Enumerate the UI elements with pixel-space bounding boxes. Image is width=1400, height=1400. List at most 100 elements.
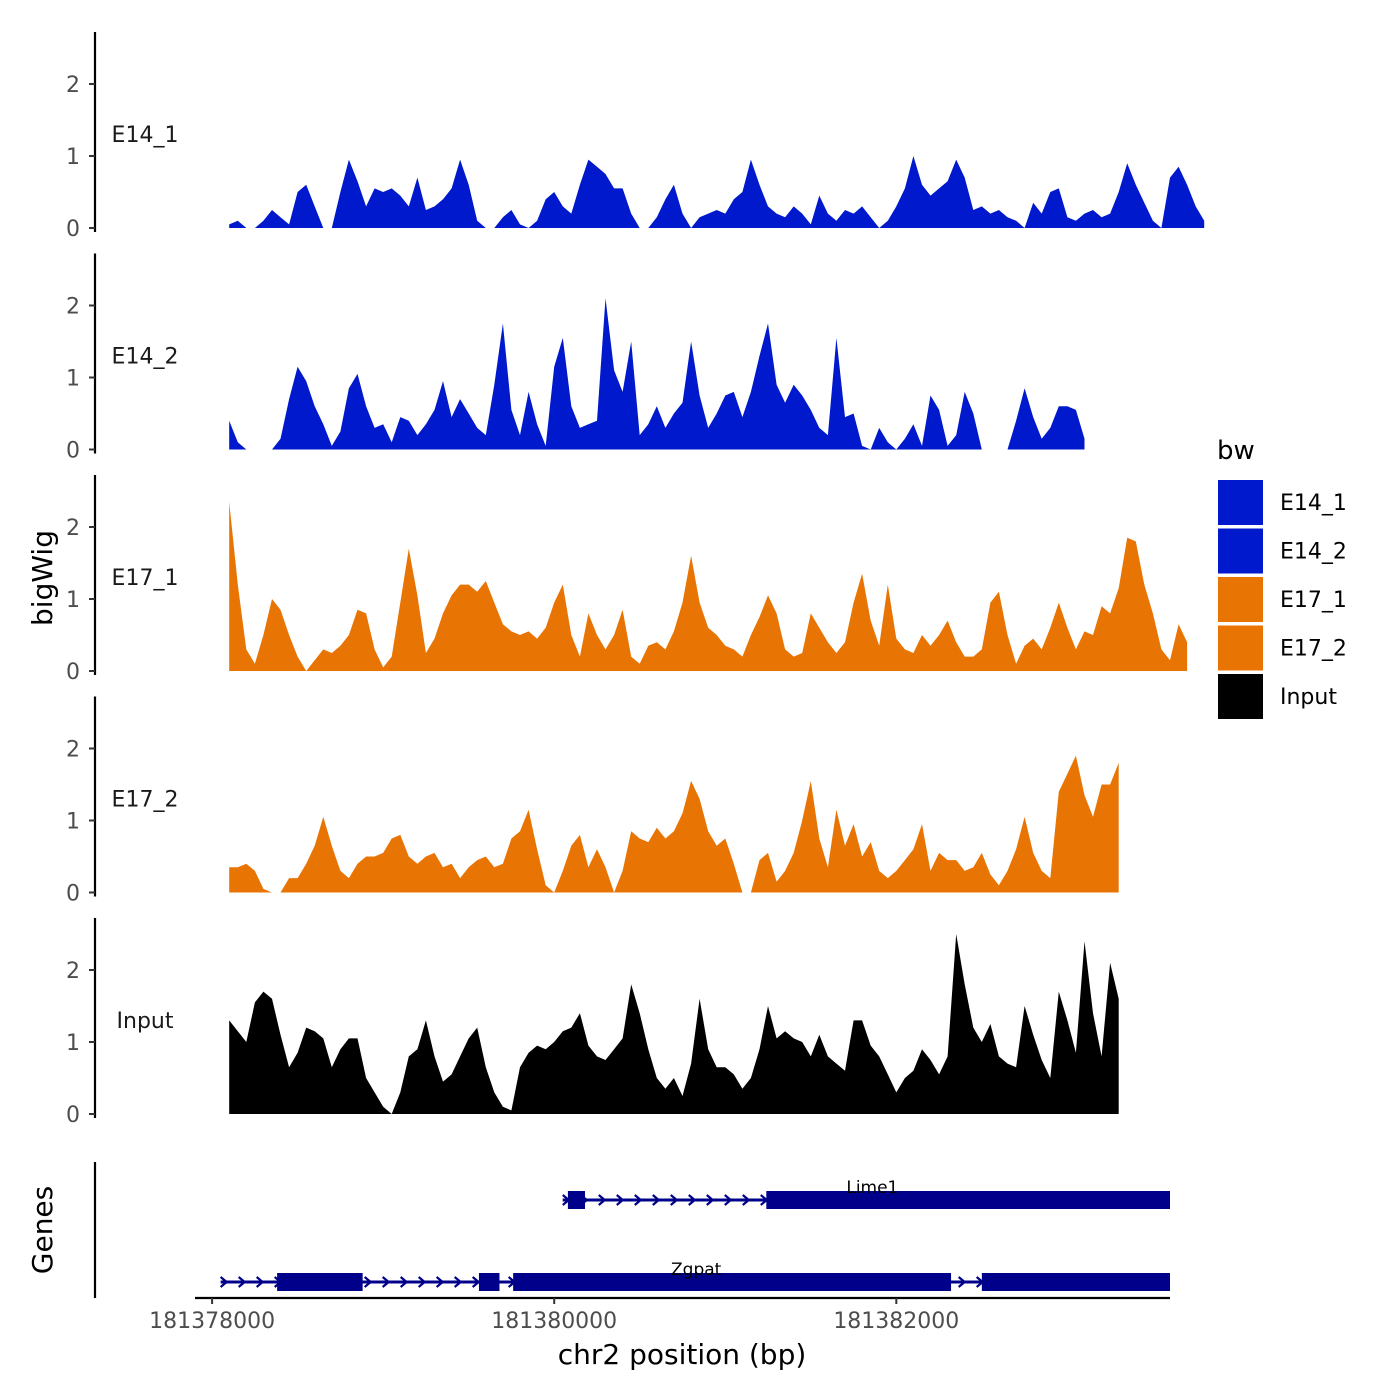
y-tick-label: 1 bbox=[66, 1031, 80, 1056]
strand-arrow bbox=[724, 1194, 733, 1206]
strand-arrow bbox=[670, 1194, 679, 1206]
gene-exon bbox=[513, 1273, 952, 1291]
signal-area bbox=[554, 834, 615, 893]
legend-item-e17-1: E17_1 bbox=[1218, 577, 1347, 622]
signal-area bbox=[1024, 163, 1162, 228]
y-tick-label: 0 bbox=[66, 217, 80, 242]
x-tick-label: 181378000 bbox=[149, 1309, 275, 1334]
y-tick-label: 2 bbox=[66, 73, 80, 98]
track-label: E17_1 bbox=[112, 566, 179, 591]
legend-label: E14_1 bbox=[1280, 491, 1347, 516]
strand-arrow bbox=[652, 1194, 661, 1206]
genes-panel: Lime1 Zgpat 181378000 181380000 181382000 bbox=[93, 1162, 1170, 1334]
y-tick-label: 0 bbox=[66, 439, 80, 464]
gene-exon bbox=[478, 1273, 500, 1291]
signal-area bbox=[229, 501, 307, 671]
y-tick-label: 2 bbox=[66, 738, 80, 763]
legend-swatch bbox=[1218, 528, 1263, 574]
gene-lime1: Lime1 bbox=[562, 1178, 1170, 1209]
signal-area bbox=[528, 159, 640, 228]
y-tick-label: 1 bbox=[66, 145, 80, 170]
y-tick-label: 2 bbox=[66, 295, 80, 320]
signal-area bbox=[648, 184, 692, 228]
strand-arrow bbox=[255, 1276, 265, 1288]
signal-area bbox=[254, 184, 324, 228]
signal-area bbox=[691, 159, 880, 228]
track-label: Input bbox=[117, 1009, 174, 1034]
strand-arrow bbox=[598, 1194, 607, 1206]
track-label: E14_2 bbox=[112, 345, 179, 370]
track-e17-2: 0 1 2 E17_2 bbox=[66, 696, 1119, 907]
track-e14-1: 0 1 2 E14_1 bbox=[66, 32, 1205, 242]
legend-swatch bbox=[1218, 625, 1263, 671]
strand-arrow bbox=[471, 1276, 481, 1288]
legend-item-input: Input bbox=[1218, 674, 1337, 719]
strand-arrow bbox=[688, 1194, 697, 1206]
signal-area bbox=[1007, 388, 1085, 450]
signal-area bbox=[870, 427, 897, 450]
strand-arrow bbox=[957, 1276, 967, 1288]
x-tick-label: 181380000 bbox=[491, 1309, 617, 1334]
strand-arrow bbox=[634, 1194, 643, 1206]
strand-arrow bbox=[453, 1276, 463, 1288]
signal-area bbox=[331, 159, 486, 228]
legend-label: Input bbox=[1280, 685, 1337, 710]
legend-title: bw bbox=[1217, 436, 1255, 466]
legend-label: E17_2 bbox=[1280, 637, 1347, 662]
y-tick-label: 1 bbox=[66, 367, 80, 392]
track-input: 0 1 2 Input bbox=[66, 918, 1119, 1128]
x-tick-label: 181382000 bbox=[833, 1309, 959, 1334]
track-label: E14_1 bbox=[112, 123, 179, 148]
strand-arrow bbox=[219, 1276, 229, 1288]
strand-arrow bbox=[237, 1276, 247, 1288]
x-axis-title: chr2 position (bp) bbox=[558, 1338, 807, 1371]
y-tick-label: 2 bbox=[66, 959, 80, 984]
y-axis-title: bigWig bbox=[26, 530, 59, 626]
strand-arrow bbox=[381, 1276, 391, 1288]
strand-arrow bbox=[399, 1276, 409, 1288]
gene-exon bbox=[567, 1191, 585, 1209]
y-tick-label: 1 bbox=[66, 810, 80, 835]
strand-arrow bbox=[363, 1276, 373, 1288]
genes-axis-title: Genes bbox=[26, 1186, 59, 1274]
gene-models: Lime1 Zgpat bbox=[219, 1178, 1170, 1291]
signal-area bbox=[306, 537, 1188, 671]
legend-label: E17_1 bbox=[1280, 588, 1347, 613]
gene-name-label: Zgpat bbox=[671, 1260, 722, 1280]
track-e14-2: 0 1 2 E14_2 bbox=[66, 253, 1085, 464]
signal-area bbox=[280, 809, 555, 893]
signal-area bbox=[272, 298, 871, 450]
legend-swatch bbox=[1218, 674, 1263, 719]
legend-swatch bbox=[1218, 480, 1263, 525]
x-axis-ticks: 181378000 181380000 181382000 bbox=[149, 1298, 959, 1334]
legend-swatch bbox=[1218, 577, 1263, 622]
gene-name-label: Lime1 bbox=[846, 1178, 898, 1198]
gene-exon bbox=[981, 1273, 1170, 1291]
signal-area bbox=[229, 220, 247, 228]
signal-area bbox=[229, 863, 272, 893]
signal-tracks: 0 1 2 E14_1 0 1 2 E14_2 0 1 2 E17_1 0 1 2 E17_2 0 1 2 Input bbox=[66, 32, 1205, 1128]
strand-arrow bbox=[417, 1276, 427, 1288]
legend-label: E14_2 bbox=[1280, 540, 1347, 565]
y-tick-label: 1 bbox=[66, 588, 80, 613]
gene-zgpat: Zgpat bbox=[219, 1260, 1170, 1291]
signal-area bbox=[229, 420, 247, 450]
legend: bw E14_1 E14_2 E17_1 E17_2 Input bbox=[1217, 436, 1347, 719]
legend-item-e14-2: E14_2 bbox=[1218, 528, 1347, 574]
signal-area bbox=[879, 156, 1025, 228]
strand-arrow bbox=[706, 1194, 715, 1206]
signal-area bbox=[896, 391, 982, 450]
legend-item-e14-1: E14_1 bbox=[1218, 480, 1347, 525]
legend-items: E14_1 E14_2 E17_1 E17_2 Input bbox=[1218, 480, 1347, 719]
y-tick-label: 0 bbox=[66, 1103, 80, 1128]
track-label: E17_2 bbox=[112, 788, 179, 813]
track-e17-1: 0 1 2 E17_1 bbox=[66, 475, 1188, 685]
signal-area bbox=[391, 934, 1119, 1114]
y-tick-label: 0 bbox=[66, 660, 80, 685]
signal-area bbox=[614, 780, 743, 893]
signal-area bbox=[1161, 166, 1205, 228]
signal-area bbox=[750, 755, 1119, 893]
signal-area bbox=[494, 210, 529, 228]
gene-exon bbox=[766, 1191, 1170, 1209]
